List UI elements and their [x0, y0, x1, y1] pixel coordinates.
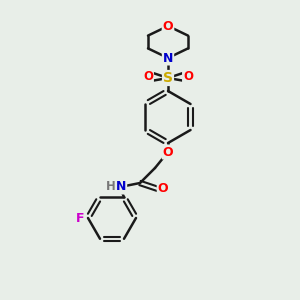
Text: O: O: [163, 20, 173, 32]
Text: N: N: [116, 181, 126, 194]
Text: O: O: [143, 70, 153, 83]
Text: O: O: [183, 70, 193, 83]
Text: S: S: [163, 71, 173, 85]
Text: F: F: [76, 212, 84, 224]
Text: O: O: [158, 182, 168, 196]
Text: N: N: [163, 52, 173, 64]
Text: H: H: [106, 179, 116, 193]
Text: O: O: [163, 146, 173, 158]
